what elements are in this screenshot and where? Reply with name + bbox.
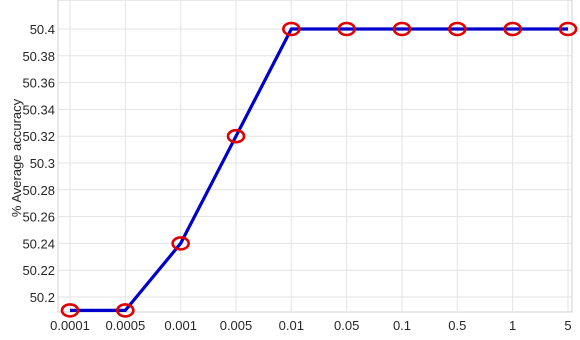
x-tick-label: 5 bbox=[564, 318, 571, 333]
x-axis-label: α bbox=[314, 335, 322, 340]
y-tick-label: 50.24 bbox=[22, 236, 55, 251]
data-point-marker bbox=[171, 236, 190, 251]
y-axis-label: % Average accuracy bbox=[9, 98, 24, 217]
y-tick-label: 50.36 bbox=[22, 76, 55, 91]
series-line bbox=[70, 27, 568, 312]
y-tick-label: 50.26 bbox=[22, 210, 55, 225]
x-tick-label: 0.0001 bbox=[50, 318, 90, 333]
x-tick-label: 0.5 bbox=[448, 318, 466, 333]
y-tick-label: 50.22 bbox=[22, 263, 55, 278]
data-point-marker bbox=[558, 21, 578, 37]
data-point-marker bbox=[60, 303, 80, 318]
data-point-marker bbox=[392, 21, 412, 37]
data-series bbox=[60, 21, 578, 318]
data-point-marker bbox=[226, 128, 246, 144]
plot-area bbox=[57, 0, 573, 313]
y-tick-label: 50.4 bbox=[30, 22, 55, 37]
x-tick-label: 1 bbox=[509, 318, 516, 333]
y-tick-label: 50.34 bbox=[22, 102, 55, 117]
y-tick-label: 50.2 bbox=[30, 290, 55, 305]
y-tick-label: 50.28 bbox=[22, 183, 55, 198]
x-tick-labels: 0.0001 0.0005 0.001 0.005 0.01 0.05 0.1 0.5 1 5 bbox=[50, 318, 572, 333]
y-tick-label: 50.32 bbox=[22, 129, 55, 144]
x-tick-label: 0.005 bbox=[220, 318, 253, 333]
x-tick-label: 0.0005 bbox=[105, 318, 145, 333]
data-point-marker bbox=[448, 21, 467, 37]
y-tick-label: 50.3 bbox=[30, 156, 55, 171]
data-point-marker bbox=[116, 303, 135, 318]
grid-lines bbox=[58, 0, 572, 312]
x-tick-label: 0.05 bbox=[334, 318, 359, 333]
data-point-marker bbox=[282, 21, 301, 37]
y-tick-labels: 50.2 50.22 50.24 50.26 50.28 50.3 50.32 50.34 50… bbox=[22, 22, 55, 305]
y-tick-label: 50.38 bbox=[22, 49, 55, 64]
x-tick-label: 0.1 bbox=[393, 318, 411, 333]
x-tick-label: 0.01 bbox=[279, 318, 304, 333]
x-tick-label: 0.001 bbox=[164, 318, 197, 333]
data-point-marker bbox=[503, 21, 522, 37]
data-point-marker bbox=[337, 21, 356, 37]
